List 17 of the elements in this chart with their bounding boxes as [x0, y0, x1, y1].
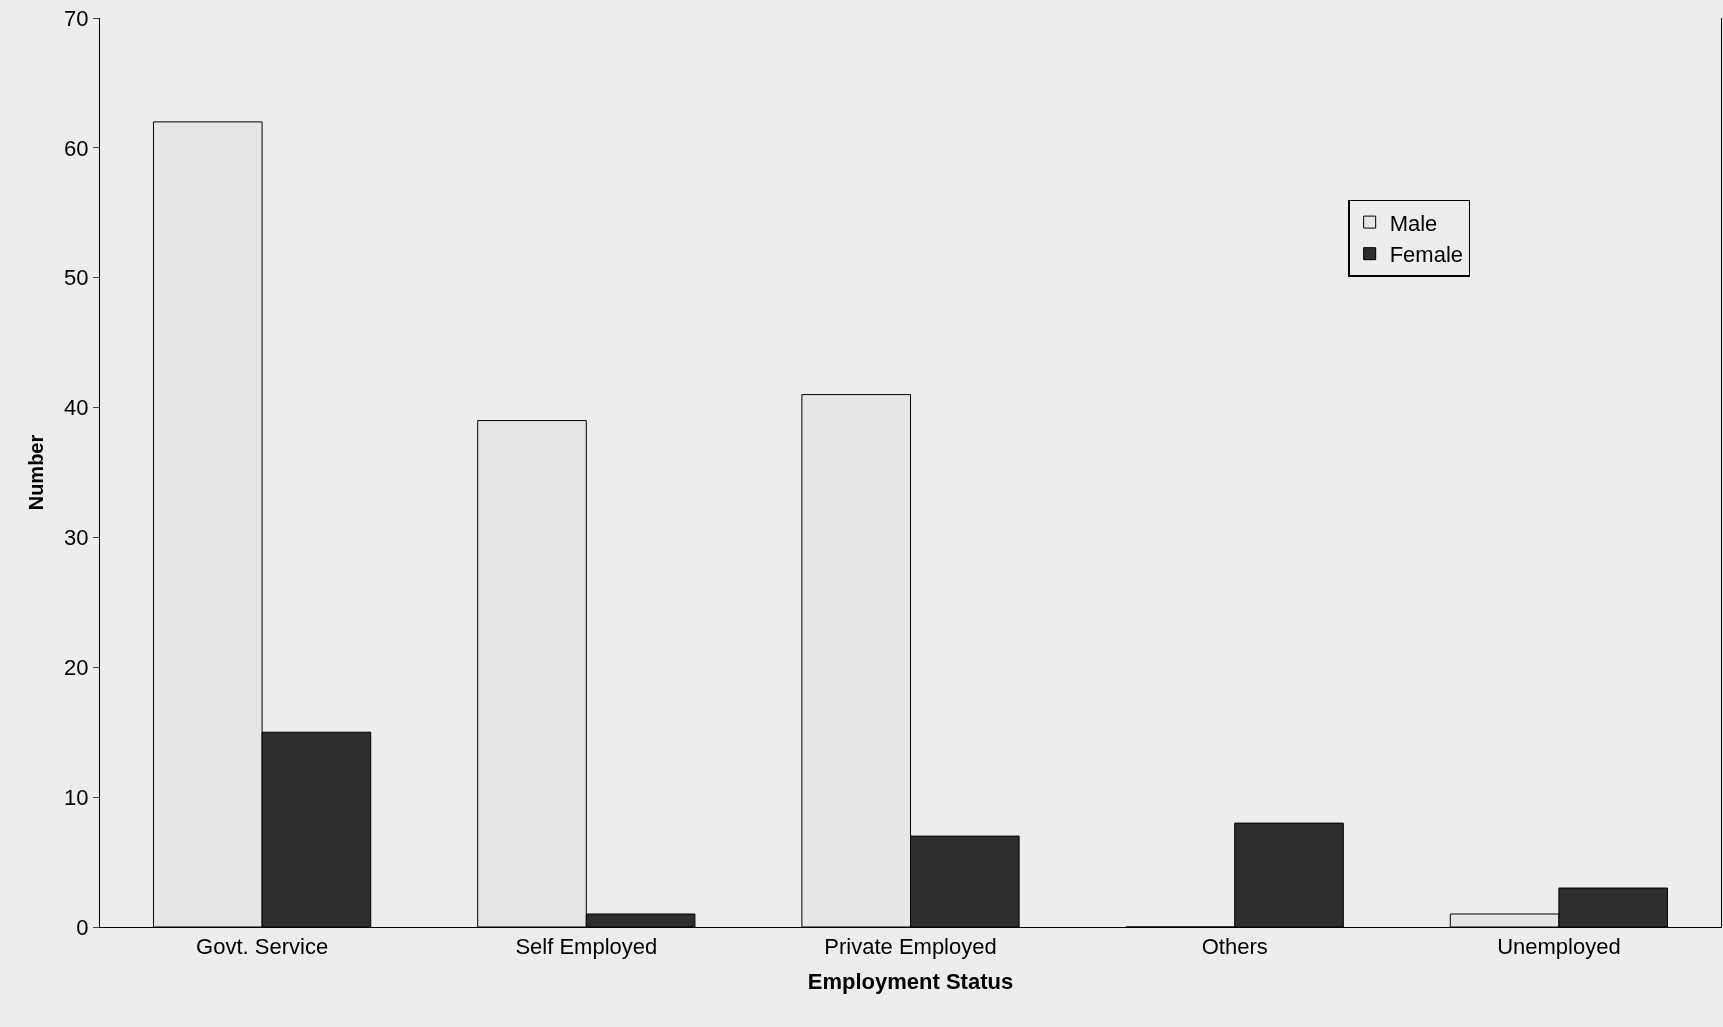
- x-tick-label: Govt. Service: [196, 934, 329, 960]
- legend-label: Male: [1389, 210, 1438, 236]
- x-tick-label: Private Employed: [824, 934, 997, 960]
- y-tick-label: 40: [64, 395, 89, 421]
- y-tick-label: 60: [64, 135, 89, 161]
- y-tick-label: 20: [64, 654, 89, 680]
- y-tick-label: 50: [64, 265, 89, 291]
- x-tick-label: Unemployed: [1497, 934, 1621, 960]
- legend-label: Female: [1389, 242, 1464, 268]
- y-tick-label: 10: [64, 784, 89, 810]
- y-tick-label: 70: [64, 5, 89, 31]
- y-axis-title: Number: [24, 434, 47, 511]
- y-tick-label: 30: [64, 525, 89, 551]
- x-axis-title: Employment Status: [807, 969, 1014, 995]
- x-tick-label: Self Employed: [515, 934, 658, 960]
- y-tick-label: 0: [76, 914, 89, 940]
- x-tick-label: Others: [1201, 934, 1268, 960]
